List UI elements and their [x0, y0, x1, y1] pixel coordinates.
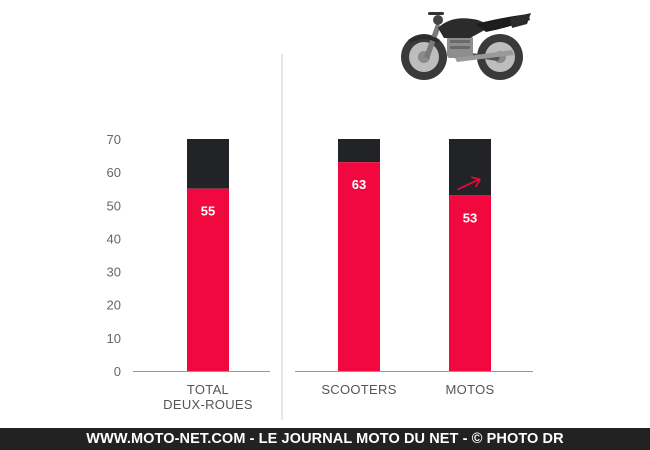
- bar-remainder: [187, 139, 229, 189]
- y-tick-label: 60: [107, 165, 121, 180]
- bar-remainder: [449, 139, 491, 196]
- category-label: SCOOTERS: [321, 382, 396, 397]
- footer-banner: WWW.MOTO-NET.COM - LE JOURNAL MOTO DU NE…: [0, 428, 650, 450]
- category-label: DEUX-ROUES: [163, 397, 253, 412]
- bar-value: [338, 162, 380, 371]
- y-tick-label: 70: [107, 132, 121, 147]
- bar-value: [187, 188, 229, 371]
- y-tick-label: 30: [107, 265, 121, 280]
- y-tick-label: 50: [107, 198, 121, 213]
- data-label: 63: [352, 177, 366, 192]
- category-label: MOTOS: [446, 382, 495, 397]
- bar-remainder: [338, 139, 380, 163]
- trend-up-arrow-icon: [457, 176, 481, 191]
- y-tick-label: 0: [114, 364, 121, 379]
- data-label: 55: [201, 204, 215, 219]
- y-tick-label: 20: [107, 298, 121, 313]
- category-label: TOTAL: [187, 382, 229, 397]
- data-label: 53: [463, 210, 477, 225]
- motorcycle-icon: [401, 12, 531, 80]
- bar-value: [449, 195, 491, 371]
- y-tick-label: 10: [107, 331, 121, 346]
- y-tick-label: 40: [107, 231, 121, 246]
